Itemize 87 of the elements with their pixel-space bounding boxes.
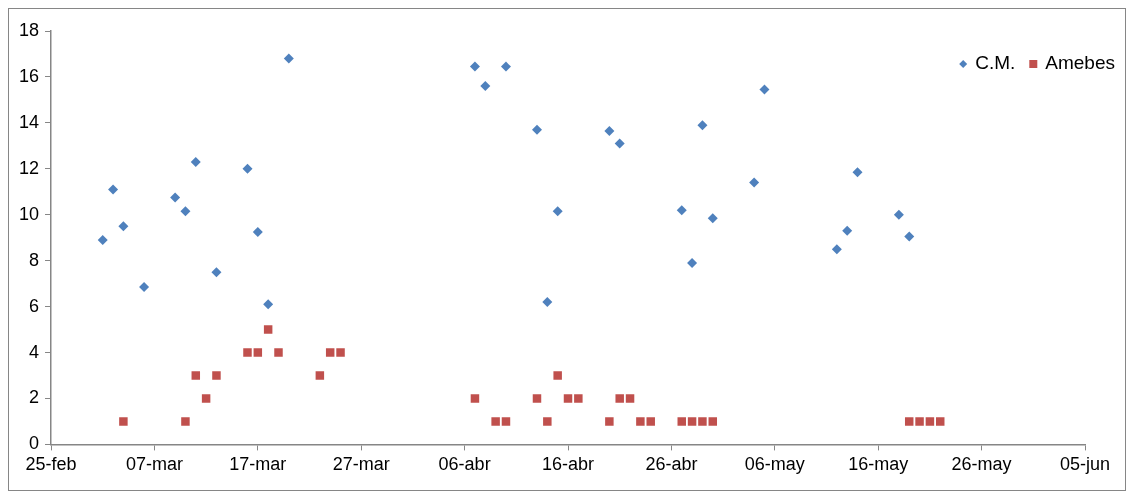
- point: [480, 81, 491, 92]
- legend-label: C.M.: [975, 52, 1016, 74]
- point: [677, 417, 686, 426]
- point: [253, 348, 263, 357]
- point: [646, 417, 655, 426]
- point: [243, 348, 252, 357]
- y-tick-label: 18: [18, 19, 40, 40]
- x-tick-label: 27-mar: [332, 454, 390, 475]
- point: [180, 206, 191, 217]
- point: [315, 371, 325, 380]
- point: [181, 417, 190, 426]
- x-tick-label: 06-abr: [438, 454, 491, 475]
- point: [543, 417, 552, 426]
- x-tick-label: 07-mar: [125, 454, 183, 475]
- x-tick-label: 16-may: [848, 454, 909, 475]
- y-tick-label: 16: [18, 65, 40, 86]
- point: [170, 192, 181, 203]
- point: [925, 417, 935, 426]
- point: [831, 244, 842, 255]
- point: [336, 348, 345, 357]
- point: [263, 299, 274, 310]
- x-tick-label: 25-feb: [25, 454, 77, 475]
- point: [605, 417, 614, 426]
- point: [915, 417, 924, 426]
- point: [118, 221, 129, 232]
- y-tick-label: 8: [29, 249, 40, 270]
- point: [676, 205, 687, 216]
- point: [201, 394, 211, 403]
- point: [470, 394, 480, 403]
- point: [904, 231, 915, 242]
- y-tick-label: 4: [29, 341, 40, 362]
- point: [190, 156, 201, 167]
- y-tick-label: 14: [18, 111, 40, 132]
- point: [893, 209, 904, 220]
- point: [97, 235, 108, 245]
- point: [687, 417, 697, 426]
- point: [936, 417, 945, 426]
- point: [212, 371, 221, 380]
- point: [698, 417, 707, 426]
- point: [242, 163, 253, 174]
- point: [500, 61, 511, 72]
- point: [263, 325, 273, 334]
- point: [139, 282, 150, 293]
- point: [283, 53, 294, 64]
- point: [211, 267, 222, 278]
- point: [904, 417, 914, 426]
- point: [491, 417, 500, 426]
- point: [501, 417, 511, 426]
- y-tick-label: 0: [29, 433, 40, 454]
- y-tick-label: 12: [18, 157, 40, 178]
- point: [108, 184, 119, 195]
- y-tick-label: 6: [29, 295, 40, 316]
- y-tick-label: 10: [18, 203, 40, 224]
- x-tick-label: 17-mar: [229, 454, 287, 475]
- x-tick-label: 06-may: [744, 454, 805, 475]
- point: [625, 394, 635, 403]
- point: [697, 120, 708, 131]
- point: [749, 177, 760, 188]
- x-tick-label: 26-abr: [645, 454, 698, 475]
- point: [542, 297, 553, 308]
- point: [574, 394, 583, 403]
- point: [852, 167, 863, 178]
- point: [191, 371, 201, 380]
- point: [469, 61, 480, 72]
- point: [531, 124, 542, 135]
- point: [563, 394, 573, 403]
- point: [325, 348, 335, 357]
- point: [842, 225, 853, 236]
- point: [687, 257, 698, 268]
- point: [252, 226, 263, 237]
- point: [614, 138, 625, 149]
- point: [759, 84, 770, 95]
- point: [636, 417, 645, 426]
- point: [604, 125, 615, 136]
- x-tick-label: 05-jun: [1059, 454, 1111, 475]
- point: [274, 348, 283, 357]
- point: [615, 394, 624, 403]
- x-tick-label: 16-abr: [542, 454, 595, 475]
- point: [119, 417, 128, 426]
- point: [532, 394, 542, 403]
- point: [552, 206, 563, 217]
- point: [708, 417, 718, 426]
- x-tick-label: 26-may: [951, 454, 1012, 475]
- point: [707, 213, 718, 224]
- legend-label: Amebes: [1045, 52, 1115, 74]
- point: [553, 371, 562, 380]
- y-tick-label: 2: [29, 387, 40, 408]
